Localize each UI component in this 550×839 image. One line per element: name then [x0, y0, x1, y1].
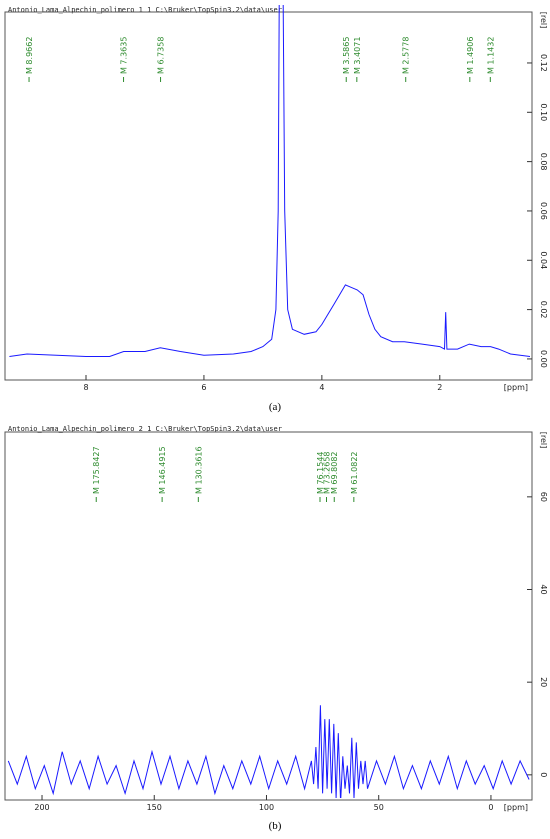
peak-label: M 175.8427 — [92, 446, 101, 494]
x-tick-label: 0 — [488, 803, 493, 812]
x-tick-label: 100 — [259, 803, 274, 812]
peak-label: M 8.9662 — [25, 37, 34, 74]
y-tick-label: 0.02 — [539, 301, 548, 319]
x-axis-label: [ppm] — [504, 803, 528, 812]
y-tick-label: 60 — [539, 492, 548, 502]
x-tick-label: 200 — [34, 803, 49, 812]
peak-label: M 146.4915 — [158, 446, 167, 494]
peak-label: M 1.4906 — [466, 37, 475, 74]
x-tick-label: 4 — [319, 383, 324, 392]
header: Antonio_Lama_Alpechin_polimero 2 1 C:\Br… — [8, 425, 282, 433]
y-tick-label: 20 — [539, 677, 548, 687]
y-tick-label: 40 — [539, 584, 548, 594]
x-tick-label: 50 — [374, 803, 384, 812]
plot-frame — [4, 11, 533, 381]
x-tick-label: 8 — [83, 383, 88, 392]
y-tick-label: 0.10 — [539, 103, 548, 121]
peak-label: M 2.5778 — [402, 37, 411, 74]
peak-label: M 76.1544 — [316, 451, 325, 494]
y-axis-label: [rel] — [539, 12, 548, 29]
peak-label: M 69.8082 — [330, 451, 339, 494]
header: Antonio_Lama_Alpechin_polimero 1 1 C:\Br… — [8, 6, 282, 14]
peak-label: M 73.2658 — [322, 451, 331, 494]
y-tick-label: 0.08 — [539, 153, 548, 171]
y-tick-label: 0.12 — [539, 54, 548, 72]
peak-label: M 3.5865 — [342, 37, 351, 74]
x-axis-label: [ppm] — [504, 383, 528, 392]
caption: (a) — [269, 401, 282, 413]
caption: (b) — [269, 820, 282, 832]
peak-label: M 130.3616 — [194, 446, 203, 494]
y-tick-label: 0 — [539, 772, 548, 777]
plot-frame — [4, 431, 533, 801]
x-tick-label: 2 — [437, 383, 442, 392]
spectrum-line — [9, 5, 530, 357]
spectrum-line — [7, 705, 530, 798]
y-tick-label: 0.06 — [539, 202, 548, 220]
peak-label: M 3.4071 — [353, 37, 362, 74]
peak-label: M 1.1432 — [486, 37, 495, 74]
y-tick-label: 0.04 — [539, 251, 548, 269]
y-axis-label: [rel] — [539, 432, 548, 449]
peak-label: M 6.7358 — [157, 37, 166, 74]
x-tick-label: 150 — [147, 803, 162, 812]
x-tick-label: 6 — [201, 383, 206, 392]
peak-label: M 61.0822 — [350, 451, 359, 494]
peak-label: M 7.3635 — [120, 37, 129, 74]
y-tick-label: 0.00 — [539, 350, 548, 368]
